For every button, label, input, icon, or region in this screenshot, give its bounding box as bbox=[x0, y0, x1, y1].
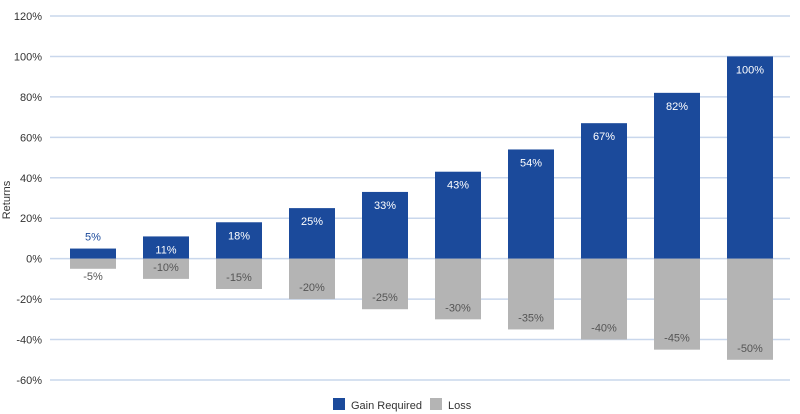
y-tick-label: 100% bbox=[14, 51, 42, 63]
bar-gain-required bbox=[362, 191, 408, 259]
data-label-gain: 5% bbox=[85, 232, 101, 244]
y-tick-label: -60% bbox=[16, 375, 42, 387]
bar-loss bbox=[508, 258, 554, 330]
data-label-loss: -5% bbox=[83, 271, 103, 283]
bar-gain-required bbox=[581, 123, 627, 259]
data-label-loss: -35% bbox=[518, 312, 544, 324]
bar-loss bbox=[654, 258, 700, 350]
bar-gain-required bbox=[435, 171, 481, 259]
y-tick-label: 40% bbox=[20, 173, 42, 185]
y-tick-label: -40% bbox=[16, 335, 42, 347]
data-label-gain: 18% bbox=[228, 230, 250, 242]
y-axis: -60% -40% -20% 0% 20% 40% 60% 80% 100% 120% bbox=[14, 11, 42, 387]
bar-gain-required bbox=[143, 236, 189, 259]
legend: Gain Required Loss bbox=[333, 398, 472, 412]
bar-loss bbox=[362, 258, 408, 310]
data-label-loss: -15% bbox=[226, 272, 252, 284]
legend-swatch-gain-required bbox=[333, 398, 345, 410]
bar-gain-required bbox=[289, 208, 335, 259]
y-tick-label: -20% bbox=[16, 294, 42, 306]
data-label-loss: -50% bbox=[737, 343, 763, 355]
data-label-loss: -20% bbox=[299, 282, 325, 294]
legend-swatch-loss bbox=[430, 398, 442, 410]
bar-loss bbox=[727, 258, 773, 360]
y-tick-label: 120% bbox=[14, 11, 42, 23]
data-label-gain: 100% bbox=[736, 64, 764, 76]
data-label-gain: 67% bbox=[593, 131, 615, 143]
y-tick-label: 0% bbox=[26, 254, 42, 266]
data-label-gain: 33% bbox=[374, 200, 396, 212]
data-label-loss: -25% bbox=[372, 292, 398, 304]
legend-label-gain-required: Gain Required bbox=[351, 400, 422, 412]
bar-gain-required bbox=[216, 222, 262, 259]
bar-gain-required bbox=[70, 248, 116, 259]
bar-loss bbox=[289, 258, 335, 300]
bar-loss bbox=[216, 258, 262, 289]
legend-label-loss: Loss bbox=[448, 400, 472, 412]
data-label-gain: 25% bbox=[301, 216, 323, 228]
bar-loss bbox=[435, 258, 481, 320]
data-label-gain: 43% bbox=[447, 180, 469, 192]
data-label-gain: 54% bbox=[520, 157, 542, 169]
y-tick-label: 20% bbox=[20, 213, 42, 225]
y-tick-label: 80% bbox=[20, 92, 42, 104]
bar-loss bbox=[581, 258, 627, 340]
data-label-loss: -10% bbox=[153, 262, 179, 274]
y-tick-label: 60% bbox=[20, 132, 42, 144]
data-labels: 5% -5% 11% -10% 18% -15% 25% -20% 33% -25% 43% -30%… bbox=[83, 64, 764, 354]
data-label-loss: -30% bbox=[445, 302, 471, 314]
bar-gain-required bbox=[654, 92, 700, 259]
bar-loss bbox=[70, 258, 116, 269]
data-label-loss: -40% bbox=[591, 323, 617, 335]
data-label-gain: 82% bbox=[666, 101, 688, 113]
data-label-loss: -45% bbox=[664, 333, 690, 345]
y-axis-label: Returns bbox=[1, 180, 13, 219]
bars bbox=[70, 56, 773, 360]
data-label-gain: 11% bbox=[155, 244, 176, 256]
bar-gain-required bbox=[508, 149, 554, 259]
bar-gain-required bbox=[727, 56, 773, 259]
bar-loss bbox=[143, 258, 189, 279]
